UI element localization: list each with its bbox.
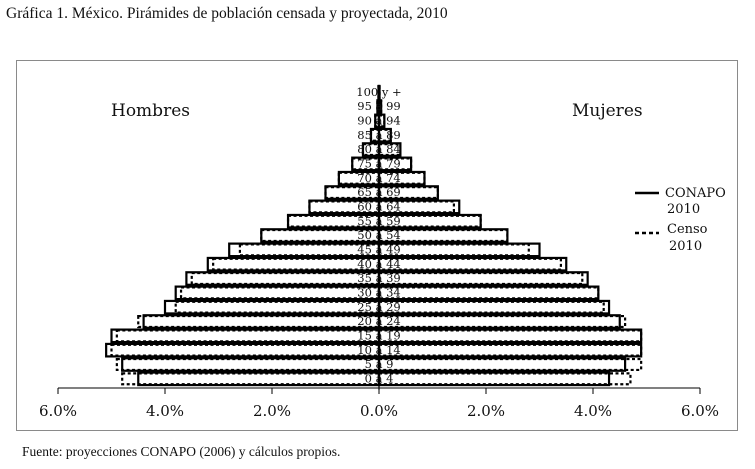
legend-label-conapo-line2: 2010 <box>667 202 700 217</box>
x-tick-label-3: 0.0% <box>360 402 398 420</box>
bar-censo-men-15 <box>351 157 381 171</box>
bar-censo-women-1 <box>377 357 643 372</box>
bar-censo-men-2 <box>110 343 381 357</box>
age-label-3: 15 a 19 <box>357 329 400 343</box>
bar-conapo-women-6 <box>377 285 600 301</box>
bar-censo-men-12 <box>308 200 381 214</box>
bar-censo-men-13 <box>324 185 381 200</box>
bar-censo-women-3 <box>377 329 643 343</box>
bar-censo-men-3 <box>115 329 381 343</box>
age-label-8: 40 a 44 <box>357 257 400 271</box>
bar-censo-men-8 <box>212 257 381 271</box>
x-tick-label-2: 2.0% <box>253 402 291 420</box>
age-label-12: 60 a 64 <box>357 200 400 214</box>
source-note: Fuente: proyecciones CONAPO (2006) y cál… <box>22 444 341 459</box>
bar-censo-men-16 <box>361 143 381 157</box>
age-label-0: 0 a 4 <box>365 372 394 386</box>
legend-label-conapo-line1: CONAPO <box>665 186 726 201</box>
bar-censo-men-18 <box>374 114 381 128</box>
bar-censo-men-6 <box>179 286 381 300</box>
bar-censo-men-7 <box>190 271 381 286</box>
bar-censo-women-19 <box>377 100 383 114</box>
age-label-1: 5 a 9 <box>365 357 394 371</box>
age-label-13: 65 a 69 <box>357 185 400 199</box>
x-tick-label-6: 6.0% <box>681 402 719 420</box>
bar-censo-women-8 <box>377 257 562 271</box>
chart-legend: CONAPO 2010 Censo 2010 <box>635 186 726 254</box>
bar-censo-men-4 <box>137 314 381 329</box>
x-tick-label-0: 6.0% <box>39 402 77 420</box>
age-label-19: 95 a 99 <box>357 99 400 113</box>
bar-censo-women-4 <box>377 314 627 329</box>
x-tick-label-1: 4.0% <box>146 402 184 420</box>
bar-censo-women-9 <box>377 243 530 257</box>
hombres-label: Hombres <box>111 101 190 121</box>
age-label-11: 55 a 59 <box>357 214 400 228</box>
bar-censo-women-0 <box>377 372 632 386</box>
bar-censo-women-5 <box>377 300 605 314</box>
bar-censo-men-1 <box>115 357 381 372</box>
x-tick-label-5: 4.0% <box>574 402 612 420</box>
chart-title: Gráfica 1. México. Pirámides de població… <box>6 5 448 22</box>
x-tick-label-4: 2.0% <box>467 402 505 420</box>
age-label-9: 45 a 49 <box>357 243 400 257</box>
age-label-7: 35 a 39 <box>357 271 400 285</box>
age-label-16: 80 a 84 <box>357 142 400 156</box>
legend-label-censo-line1: Censo <box>667 222 708 237</box>
mujeres-label: Mujeres <box>572 101 643 121</box>
bar-censo-men-5 <box>174 300 381 314</box>
age-label-15: 75 a 79 <box>357 157 400 171</box>
age-label-10: 50 a 54 <box>357 228 400 242</box>
x-axis: 6.0% 4.0% 2.0% 0.0% 2.0% 4.0% 6.0% <box>39 387 719 420</box>
age-label-20: 100 y + <box>356 85 401 99</box>
age-label-2: 10 a 14 <box>357 343 400 357</box>
bar-censo-women-18 <box>377 114 386 128</box>
age-label-5: 25 a 29 <box>357 300 400 314</box>
bar-censo-women-11 <box>377 214 482 228</box>
bar-censo-men-0 <box>121 372 381 386</box>
bar-censo-women-10 <box>377 228 509 243</box>
age-label-17: 85 a 89 <box>357 128 400 142</box>
age-label-6: 30 a 34 <box>357 286 400 300</box>
age-label-4: 20 a 24 <box>357 314 400 328</box>
age-label-18: 90 a 94 <box>357 114 400 128</box>
bar-censo-women-2 <box>377 343 643 357</box>
bar-censo-women-7 <box>377 271 584 286</box>
bar-censo-women-6 <box>377 286 600 300</box>
legend-label-censo-line2: 2010 <box>669 239 702 254</box>
age-label-14: 70 a 74 <box>357 171 400 185</box>
